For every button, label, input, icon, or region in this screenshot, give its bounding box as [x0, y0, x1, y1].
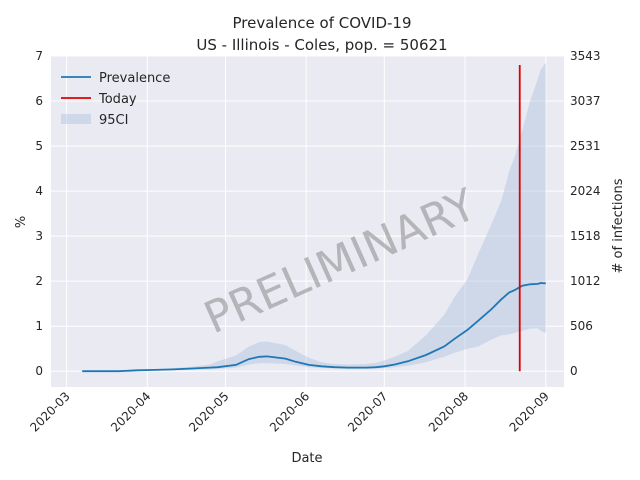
y-tick-label: 3: [35, 229, 43, 243]
x-axis-label: Date: [291, 451, 322, 466]
x-tick-label: 2020-08: [426, 389, 471, 434]
x-tick-label: 2020-05: [186, 389, 231, 434]
y2-tick-label: 1012: [570, 274, 601, 288]
y-tick-label: 1: [35, 319, 43, 333]
legend-label-95ci: 95CI: [99, 113, 128, 128]
y2-tick-label: 3543: [570, 49, 601, 63]
y2-tick-label: 1518: [570, 229, 601, 243]
x-tick-label: 2020-09: [507, 389, 552, 434]
y-tick-label: 6: [35, 94, 43, 108]
legend-swatch-95ci: [61, 114, 91, 124]
chart-subtitle: US - Illinois - Coles, pop. = 50621: [196, 36, 447, 54]
x-tick-label: 2020-06: [267, 389, 312, 434]
y-tick-label: 4: [35, 184, 43, 198]
legend-label-prevalence: Prevalence: [99, 71, 170, 86]
prevalence-line: [82, 282, 546, 373]
y-tick-label: 7: [35, 49, 43, 63]
legend: Prevalence Today 95CI: [61, 71, 170, 128]
legend-label-today: Today: [98, 92, 137, 107]
y2-axis-label: # of infections: [611, 178, 626, 273]
plot-area: [51, 56, 564, 387]
x-tick-label: 2020-04: [108, 389, 153, 434]
y-axis-label: %: [14, 216, 29, 228]
y-tick-label: 0: [35, 364, 43, 378]
y-tick-label: 5: [35, 139, 43, 153]
y2-tick-label: 2024: [570, 184, 601, 198]
y-tick-label: 2: [35, 274, 43, 288]
chart-title: Prevalence of COVID-19: [232, 14, 411, 32]
y2-tick-label: 0: [570, 364, 578, 378]
grid: [51, 55, 564, 387]
y2-tick-label: 506: [570, 319, 593, 333]
y2-tick-label: 2531: [570, 139, 601, 153]
x-tick-label: 2020-07: [345, 389, 390, 434]
x-tick-label: 2020-03: [27, 389, 72, 434]
series-layer: [82, 62, 546, 373]
y2-tick-label: 3037: [570, 94, 601, 108]
